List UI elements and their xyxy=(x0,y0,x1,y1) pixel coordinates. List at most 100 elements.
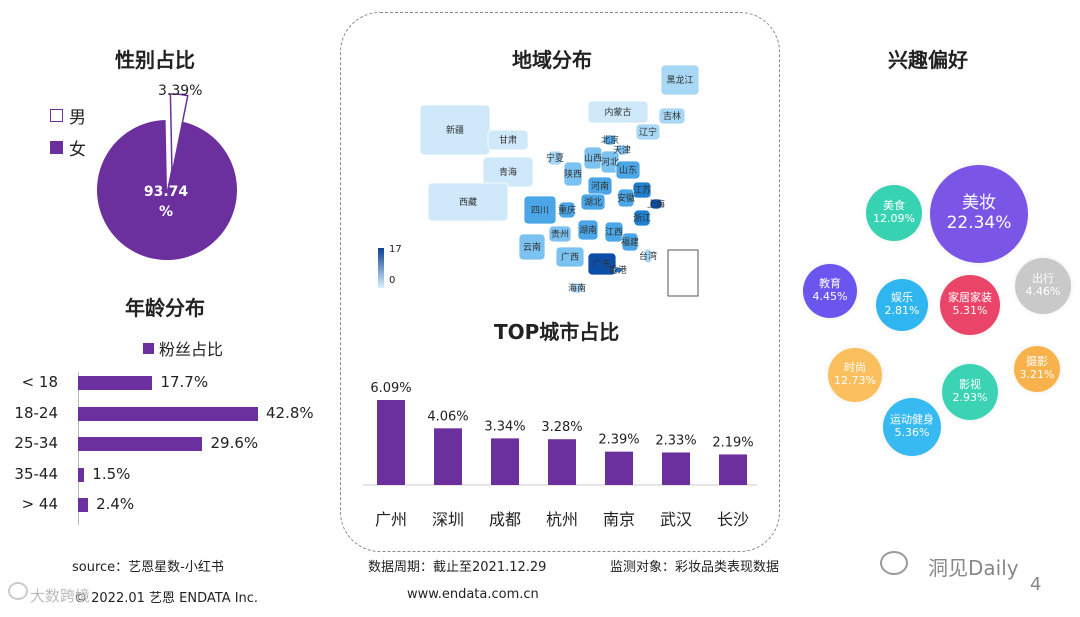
female-percent-line1: 93.74 xyxy=(143,184,189,200)
age-legend-label: 粉丝占比 xyxy=(159,340,224,359)
interest-bubble-value: 3.21% xyxy=(1019,368,1055,381)
city-title: TOP城市占比 xyxy=(494,320,620,344)
map-region xyxy=(615,160,641,180)
age-value-label: 42.8% xyxy=(266,403,314,422)
city-value-label: 2.33% xyxy=(655,433,696,448)
city-bar xyxy=(491,438,519,485)
interest-bubble: 摄影 3.21% xyxy=(1014,346,1060,392)
interest-bubble-name: 时尚 xyxy=(844,361,866,375)
city-value-label: 3.34% xyxy=(484,419,525,434)
city-category-label: 成都 xyxy=(489,510,521,529)
interest-bubble: 影视 2.93% xyxy=(942,364,998,420)
age-bar xyxy=(78,467,85,482)
interest-bubble-value: 4.45% xyxy=(812,290,848,303)
city-bar-chart: 6.09% 广州 4.06% 深圳 3.34% 成都 3.28% 杭州 2.39% 南京 2.33%… xyxy=(363,381,757,529)
map-region-label: 四川 xyxy=(531,206,549,216)
map-region-label: 湖北 xyxy=(584,197,602,208)
watermark-brand: 洞见Daily xyxy=(928,556,1019,580)
map-region xyxy=(615,144,629,156)
map-region-label: 福建 xyxy=(621,236,639,248)
map-region-label: 上海 xyxy=(647,198,665,210)
map-region-label: 辽宁 xyxy=(639,126,657,138)
map-region-label: 台湾 xyxy=(639,250,657,262)
city-category-label: 南京 xyxy=(603,510,635,529)
gender-legend: 男 女 xyxy=(50,103,86,160)
map-region-label: 香港 xyxy=(609,264,627,276)
page-number: 4 xyxy=(1030,574,1042,595)
interest-bubble-value: 5.31% xyxy=(952,304,988,317)
age-bar xyxy=(78,498,89,512)
map-scale-bar xyxy=(378,248,384,288)
map-region xyxy=(633,209,651,227)
map-region-label: 陕西 xyxy=(564,168,582,180)
map-region-label: 新疆 xyxy=(446,124,464,136)
footer-target: 监测对象：彩妆品类表现数据 xyxy=(610,560,780,575)
map-region xyxy=(547,150,563,166)
map-region xyxy=(427,182,509,222)
age-bar xyxy=(78,376,153,390)
map-region xyxy=(604,221,624,243)
map-region xyxy=(523,195,557,225)
city-bar xyxy=(434,428,462,485)
map-region-label: 吉林 xyxy=(663,110,681,122)
female-percent-line2: % xyxy=(158,204,174,220)
map-region-label: 江西 xyxy=(605,227,623,238)
gender-title: 性别占比 xyxy=(115,48,195,72)
age-title: 年龄分布 xyxy=(125,296,205,320)
watermark-icon xyxy=(880,551,908,575)
map-region xyxy=(569,282,585,294)
city-category-label: 杭州 xyxy=(546,510,578,529)
city-category-label: 武汉 xyxy=(660,510,692,529)
city-bar xyxy=(719,454,747,485)
interest-bubble-value: 12.09% xyxy=(873,212,915,225)
age-label: 25-34 xyxy=(14,434,58,452)
map-scale-max: 17 xyxy=(389,244,402,255)
interest-bubble-value: 12.73% xyxy=(834,374,876,387)
map-region xyxy=(587,100,649,124)
map-region-label: 宁夏 xyxy=(546,152,564,164)
city-category-label: 深圳 xyxy=(432,510,464,529)
gender-pie-chart xyxy=(97,93,238,260)
map-region xyxy=(613,266,623,274)
map-region-label: 黑龙江 xyxy=(666,74,693,86)
pie-slice-male xyxy=(169,93,189,175)
map-region xyxy=(587,252,617,276)
map-region-label: 山东 xyxy=(619,164,637,176)
map-region-label: 广西 xyxy=(561,251,579,263)
age-label: 18-24 xyxy=(14,403,58,422)
map-region-label: 江苏 xyxy=(633,184,651,196)
interest-bubble-name: 美食 xyxy=(883,199,905,213)
age-label: 35-44 xyxy=(14,464,58,483)
map-region xyxy=(487,129,529,151)
wechat-icon xyxy=(8,582,28,600)
age-value-label: 17.7% xyxy=(160,373,209,391)
map-region xyxy=(563,161,583,187)
city-bar xyxy=(605,451,633,485)
interest-bubble-value: 2.93% xyxy=(952,391,988,404)
legend-swatch-male xyxy=(50,108,63,122)
map-region-label: 内蒙古 xyxy=(604,106,631,118)
map-region-label: 浙江 xyxy=(633,212,651,224)
male-percent-label: 3.39% xyxy=(158,83,203,99)
map-region-label: 广东 xyxy=(593,258,611,270)
interest-bubble-name: 美妆 xyxy=(962,193,996,214)
city-bar xyxy=(662,452,690,485)
map-region xyxy=(617,188,635,208)
map-region xyxy=(577,219,599,241)
footer-copyright: © 2022.01 艺恩 ENDATA Inc. xyxy=(74,591,259,606)
map-region xyxy=(649,198,663,210)
interest-bubble-name: 摄影 xyxy=(1026,355,1048,369)
interest-bubble: 娱乐 2.81% xyxy=(876,279,928,331)
interest-bubble: 家居家装 5.31% xyxy=(940,275,1000,335)
map-region-label: 北京 xyxy=(601,134,619,146)
map-region-label: 云南 xyxy=(523,241,541,253)
footer-website: www.endata.com.cn xyxy=(407,587,539,602)
interest-bubble: 美妆 22.34% xyxy=(930,165,1028,263)
map-region-label: 河北 xyxy=(601,156,619,168)
map-scale-min: 0 xyxy=(389,275,396,286)
city-value-label: 3.28% xyxy=(541,420,582,435)
age-legend: 粉丝占比 xyxy=(143,336,223,360)
interest-bubble-value: 5.36% xyxy=(894,426,930,439)
map-title: 地域分布 xyxy=(512,48,592,72)
footer-period: 数据周期：截止至2021.12.29 xyxy=(368,560,547,575)
